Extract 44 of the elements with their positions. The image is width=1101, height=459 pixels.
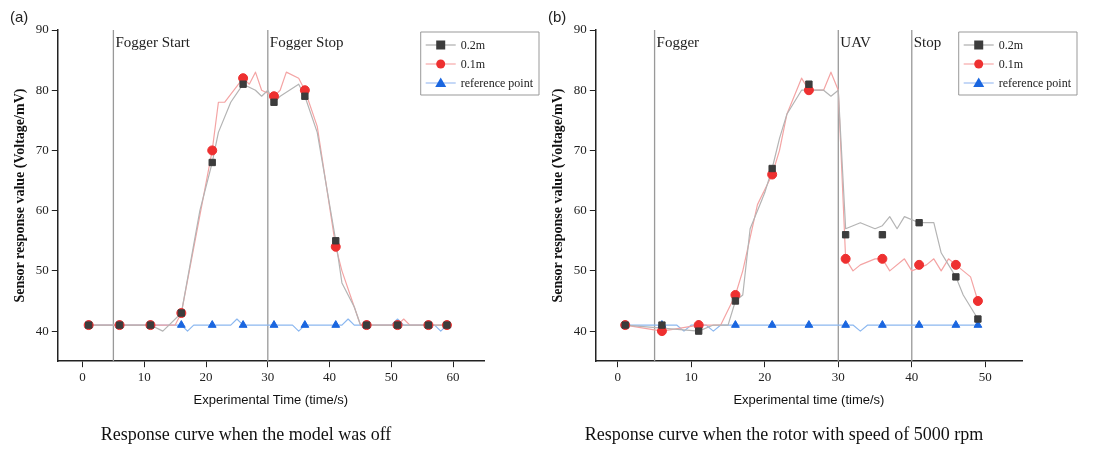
y-tick-label: 90 — [35, 21, 49, 37]
y-tick-label: 80 — [573, 81, 587, 97]
text: (a) — [10, 7, 29, 25]
legend-label: 0.2m — [998, 38, 1024, 53]
y-tick-label: 80 — [35, 81, 49, 97]
y-tick-label: 40 — [573, 322, 587, 338]
x-tick-label: 20 — [199, 369, 213, 385]
x-tick-label: 60 — [446, 369, 460, 385]
y-tick-label: 90 — [573, 21, 587, 37]
x-axis-title: Experimental Time (time/s) — [193, 392, 349, 408]
ref-line-label: UAV — [840, 34, 872, 51]
x-tick-label: 50 — [978, 369, 992, 385]
legend-label: 0.1m — [460, 57, 486, 72]
text: Response curve when the rotor with speed of 5000 rpm — [584, 423, 984, 444]
x-tick-label: 10 — [137, 369, 151, 385]
y-axis-title: Sensor response value (Voltage/mV) — [12, 88, 29, 303]
x-tick-label: 10 — [684, 369, 698, 385]
legend-label: reference point — [460, 76, 534, 91]
x-tick-label: 30 — [831, 369, 845, 385]
legend-label: 0.1m — [998, 57, 1024, 72]
ref-line-label: Fogger — [656, 34, 700, 51]
y-tick-label: 60 — [573, 202, 587, 218]
y-tick-label: 70 — [573, 141, 587, 157]
text: Response curve when the model was off — [100, 423, 392, 444]
x-tick-label: 20 — [758, 369, 772, 385]
x-tick-label: 0 — [79, 369, 86, 385]
text: (b) — [548, 7, 567, 25]
y-tick-label: 70 — [35, 141, 49, 157]
x-axis-title: Experimental time (time/s) — [733, 392, 885, 408]
y-tick-label: 40 — [35, 322, 49, 338]
y-tick-label: 50 — [35, 262, 49, 278]
x-tick-label: 30 — [261, 369, 275, 385]
x-tick-label: 50 — [384, 369, 398, 385]
x-tick-label: 0 — [614, 369, 622, 385]
ref-line-label: Fogger Start — [115, 34, 191, 51]
y-axis-title: Sensor response value (Voltage/mV) — [550, 88, 567, 303]
x-tick-label: 40 — [905, 369, 919, 385]
ref-line-label: Fogger Stop — [269, 34, 344, 51]
ref-line-label: Stop — [913, 34, 942, 51]
legend-label: reference point — [998, 76, 1072, 91]
y-tick-label: 60 — [35, 202, 49, 218]
x-tick-label: 40 — [323, 369, 337, 385]
legend-label: 0.2m — [460, 38, 486, 53]
y-tick-label: 50 — [573, 262, 587, 278]
